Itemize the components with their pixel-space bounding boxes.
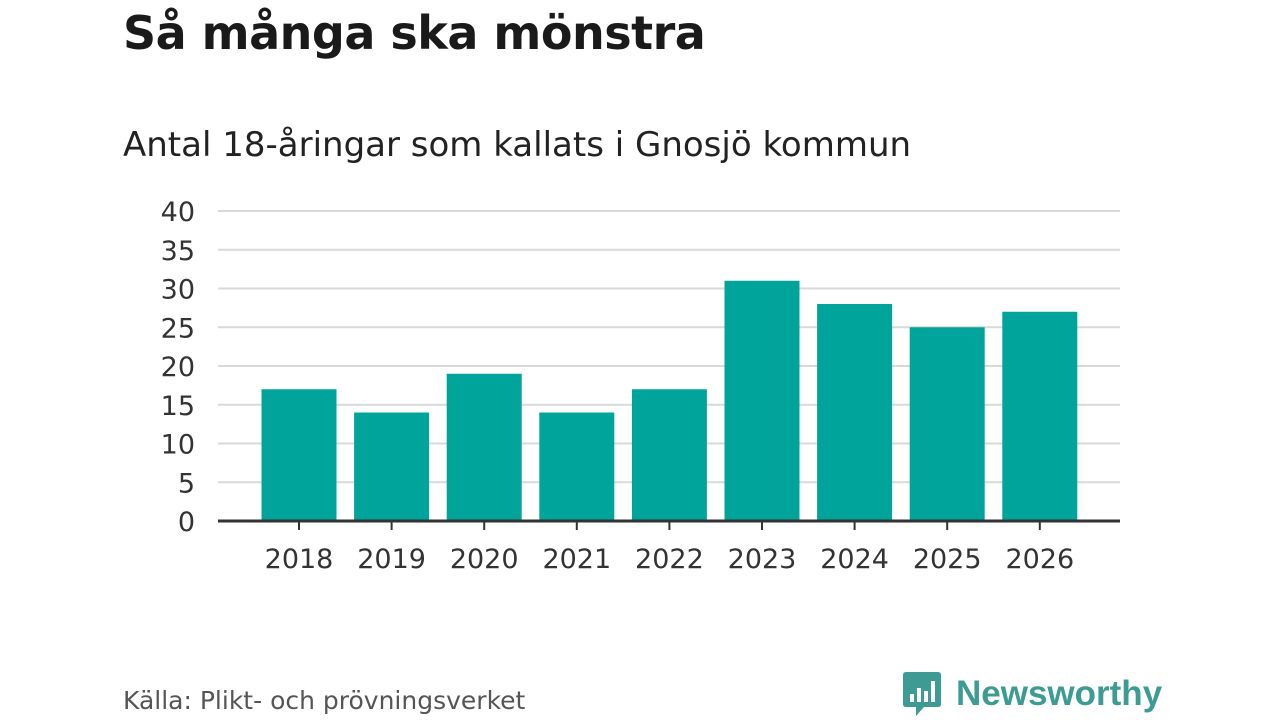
y-tick-label: 5 bbox=[178, 468, 195, 499]
x-tick-label: 2021 bbox=[542, 544, 611, 575]
x-tick-label: 2018 bbox=[265, 544, 334, 575]
bar-2018 bbox=[261, 389, 337, 521]
x-tick-label: 2023 bbox=[728, 544, 797, 575]
x-tick-label: 2019 bbox=[357, 544, 426, 575]
bar-2025 bbox=[909, 327, 985, 521]
source-note: Källa: Plikt- och prövningsverket bbox=[123, 686, 526, 715]
bars bbox=[261, 280, 1078, 521]
newsworthy-logo: Newsworthy bbox=[902, 670, 1162, 718]
chart-title: Så många ska mönstra bbox=[123, 6, 706, 60]
x-tick-label: 2025 bbox=[913, 544, 982, 575]
y-tick-label: 15 bbox=[161, 391, 195, 422]
bar-2020 bbox=[446, 373, 522, 521]
bar-2021 bbox=[539, 412, 615, 521]
y-tick-label: 35 bbox=[161, 236, 195, 267]
brand-name: Newsworthy bbox=[956, 674, 1163, 713]
bar-2019 bbox=[354, 412, 430, 521]
y-axis-tick-labels: 0 5 10 15 20 25 30 35 40 bbox=[161, 197, 195, 538]
x-tick-label: 2020 bbox=[450, 544, 519, 575]
bar-2024 bbox=[817, 304, 893, 521]
y-tick-label: 0 bbox=[178, 507, 195, 538]
y-tick-label: 10 bbox=[161, 430, 195, 461]
y-tick-label: 40 bbox=[161, 197, 195, 228]
chart-subtitle: Antal 18-åringar som kallats i Gnosjö ko… bbox=[123, 125, 912, 165]
bar-2023 bbox=[724, 280, 800, 521]
bar-2022 bbox=[631, 389, 707, 521]
y-tick-label: 30 bbox=[161, 275, 195, 306]
y-tick-label: 25 bbox=[161, 313, 195, 344]
x-axis bbox=[218, 519, 1120, 530]
bar-2026 bbox=[1002, 311, 1078, 521]
x-tick-label: 2022 bbox=[635, 544, 704, 575]
x-tick-label: 2026 bbox=[1005, 544, 1074, 575]
x-tick-label: 2024 bbox=[820, 544, 889, 575]
newsworthy-logo-icon bbox=[903, 672, 941, 716]
y-tick-label: 20 bbox=[161, 352, 195, 383]
x-axis-tick-labels: 2018 2019 2020 2021 2022 2023 2024 2025 2026 bbox=[265, 544, 1075, 575]
